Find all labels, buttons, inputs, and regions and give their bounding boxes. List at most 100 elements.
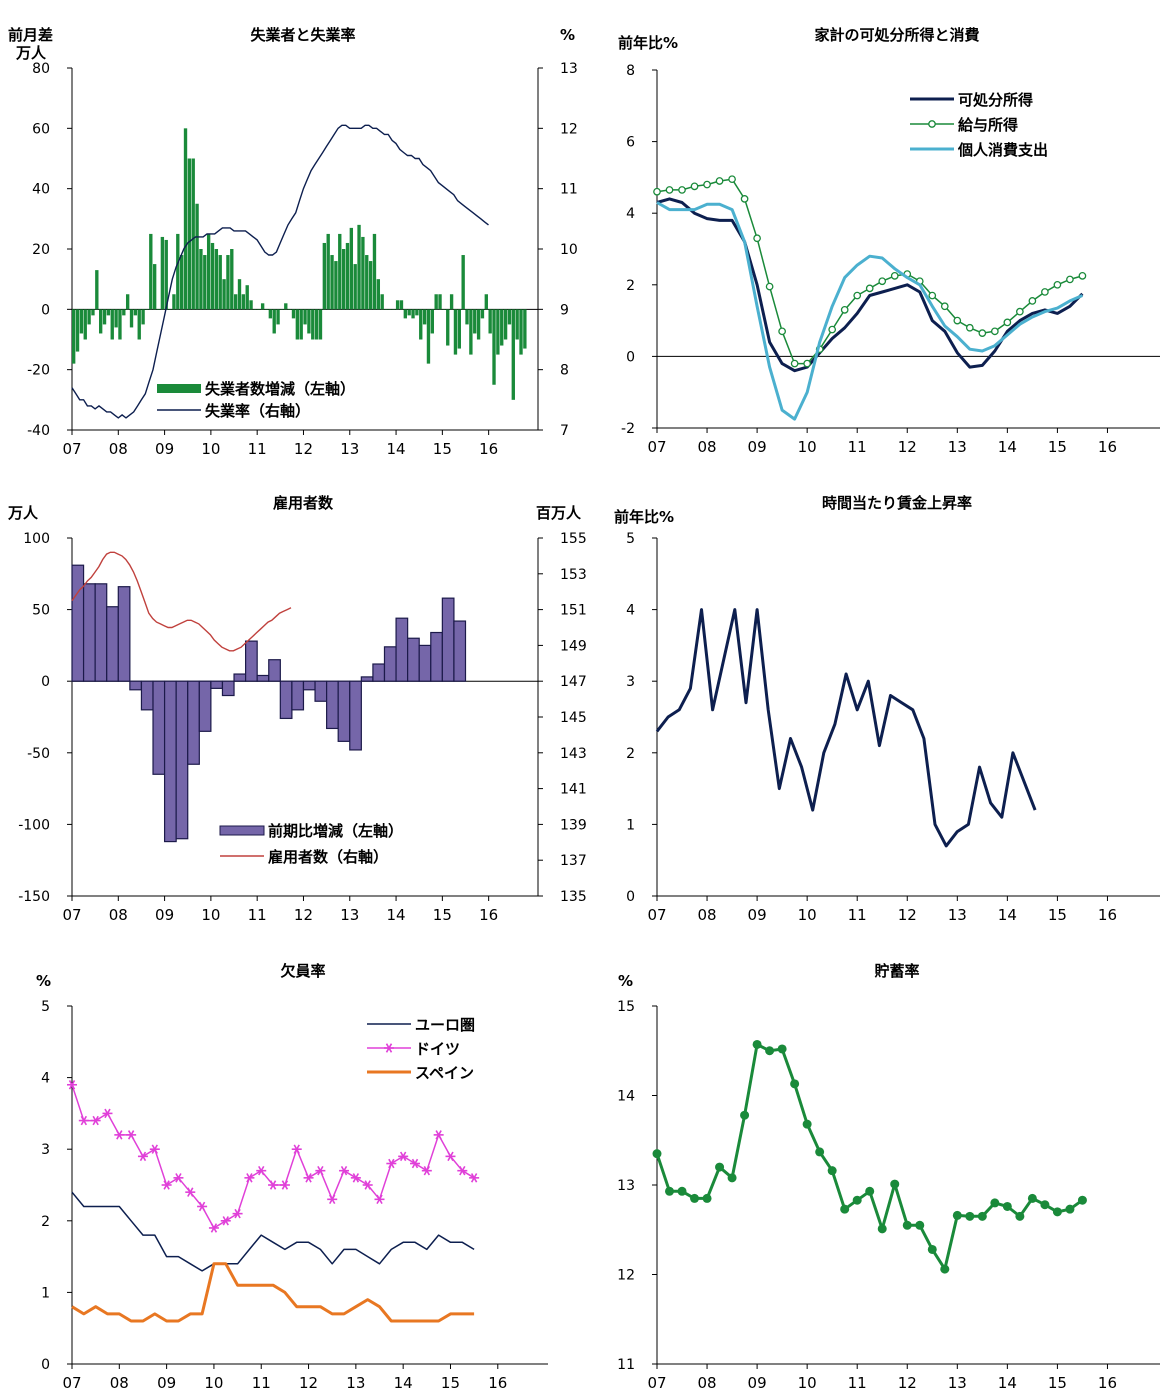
- y-tick-label-right: 147: [560, 674, 587, 690]
- series-marker: [878, 277, 887, 286]
- bar: [233, 294, 238, 310]
- legend-label: 失業率（右軸）: [205, 402, 310, 420]
- bar: [515, 309, 519, 340]
- bar: [291, 680, 305, 711]
- bar: [91, 309, 95, 316]
- bar: [434, 294, 438, 310]
- y-tick-label: 13: [617, 1178, 635, 1194]
- bar: [318, 309, 323, 340]
- bar: [519, 309, 523, 355]
- y-tick-label: 0: [41, 302, 50, 318]
- legend-swatch: [157, 384, 201, 393]
- y-tick-label-right: 135: [560, 889, 587, 905]
- legend-label: ユーロ圏: [415, 1016, 475, 1034]
- series-marker: [702, 1193, 712, 1203]
- bar: [453, 309, 458, 355]
- x-tick-label: 09: [748, 438, 767, 456]
- bar: [195, 203, 199, 310]
- bar: [302, 680, 316, 691]
- y-tick-label: 4: [626, 206, 635, 222]
- x-tick-label: 11: [248, 906, 267, 924]
- series-marker: [990, 327, 999, 336]
- legend-label: 失業者数増減（左軸）: [205, 380, 355, 398]
- series-line: [656, 178, 1083, 365]
- series-marker: [187, 1187, 194, 1197]
- bar: [453, 620, 467, 682]
- bar: [226, 255, 230, 310]
- series-marker: [965, 323, 974, 332]
- bar: [330, 255, 334, 310]
- x-tick-label: 14: [387, 440, 406, 458]
- legend-marker: [928, 120, 936, 128]
- x-tick-label: 15: [433, 906, 452, 924]
- y-tick-label: 8: [626, 63, 635, 79]
- bar: [311, 309, 315, 340]
- series-line: [71, 1262, 475, 1323]
- bar: [299, 309, 303, 340]
- x-tick-label: 10: [204, 1374, 223, 1392]
- bar: [430, 309, 434, 334]
- bar: [383, 646, 397, 682]
- bar: [253, 309, 257, 310]
- y-tick-label: -100: [18, 817, 50, 833]
- chart-title: 雇用者数: [273, 494, 334, 512]
- x-tick-label: 16: [479, 906, 498, 924]
- y-tick-label: 0: [41, 1357, 50, 1373]
- x-tick-label: 15: [433, 440, 452, 458]
- series-marker: [953, 316, 962, 325]
- series-line: [71, 1084, 475, 1229]
- series-marker: [447, 1151, 454, 1162]
- bar: [260, 303, 265, 310]
- bar: [141, 309, 145, 325]
- y-tick-label-right: 8: [560, 363, 569, 379]
- bar: [322, 242, 327, 310]
- bar: [291, 309, 296, 319]
- bar: [357, 224, 361, 310]
- bar: [203, 255, 207, 310]
- bar: [218, 255, 222, 310]
- series-marker: [364, 1180, 371, 1190]
- bar: [163, 680, 177, 843]
- y-tick-label-right: 12: [560, 121, 578, 137]
- bar: [418, 644, 432, 682]
- series-marker: [399, 1151, 407, 1162]
- bar: [376, 279, 381, 310]
- series-marker: [865, 1186, 875, 1196]
- bar: [365, 255, 369, 310]
- bar: [102, 309, 107, 325]
- y-tick-label-right: 151: [560, 603, 587, 619]
- bar: [206, 233, 211, 310]
- x-tick-label: 07: [647, 438, 666, 456]
- bar: [314, 309, 319, 340]
- legend-item: 給与所得: [910, 116, 1018, 134]
- series-marker: [990, 1198, 1000, 1208]
- chart-title: 時間当たり賃金上昇率: [822, 494, 972, 512]
- bar: [503, 309, 508, 340]
- y-tick-label: 12: [617, 1268, 635, 1284]
- bar: [140, 680, 154, 711]
- x-tick-label: 09: [157, 1374, 176, 1392]
- y-tick-label-right: 11: [560, 182, 578, 198]
- series-marker: [727, 1173, 737, 1183]
- bar: [117, 586, 131, 682]
- x-tick-label: 07: [62, 1374, 81, 1392]
- bar: [156, 309, 161, 310]
- bar: [187, 680, 200, 765]
- bar: [172, 294, 176, 310]
- bar: [496, 309, 500, 355]
- x-tick-label: 10: [798, 1374, 817, 1392]
- x-tick-label: 08: [110, 1374, 129, 1392]
- bar: [449, 294, 454, 310]
- x-tick-label: 10: [201, 440, 220, 458]
- bar: [392, 309, 396, 310]
- series-marker: [435, 1130, 442, 1140]
- series-marker: [715, 1162, 725, 1172]
- series-marker: [1002, 1201, 1012, 1211]
- series-marker: [68, 1080, 76, 1090]
- y-tick-label: -50: [27, 746, 50, 762]
- series-marker: [210, 1223, 218, 1233]
- y-tick-label-right: 149: [560, 638, 587, 654]
- series-marker: [293, 1144, 300, 1154]
- series-marker: [305, 1173, 312, 1183]
- series-marker: [340, 1165, 348, 1176]
